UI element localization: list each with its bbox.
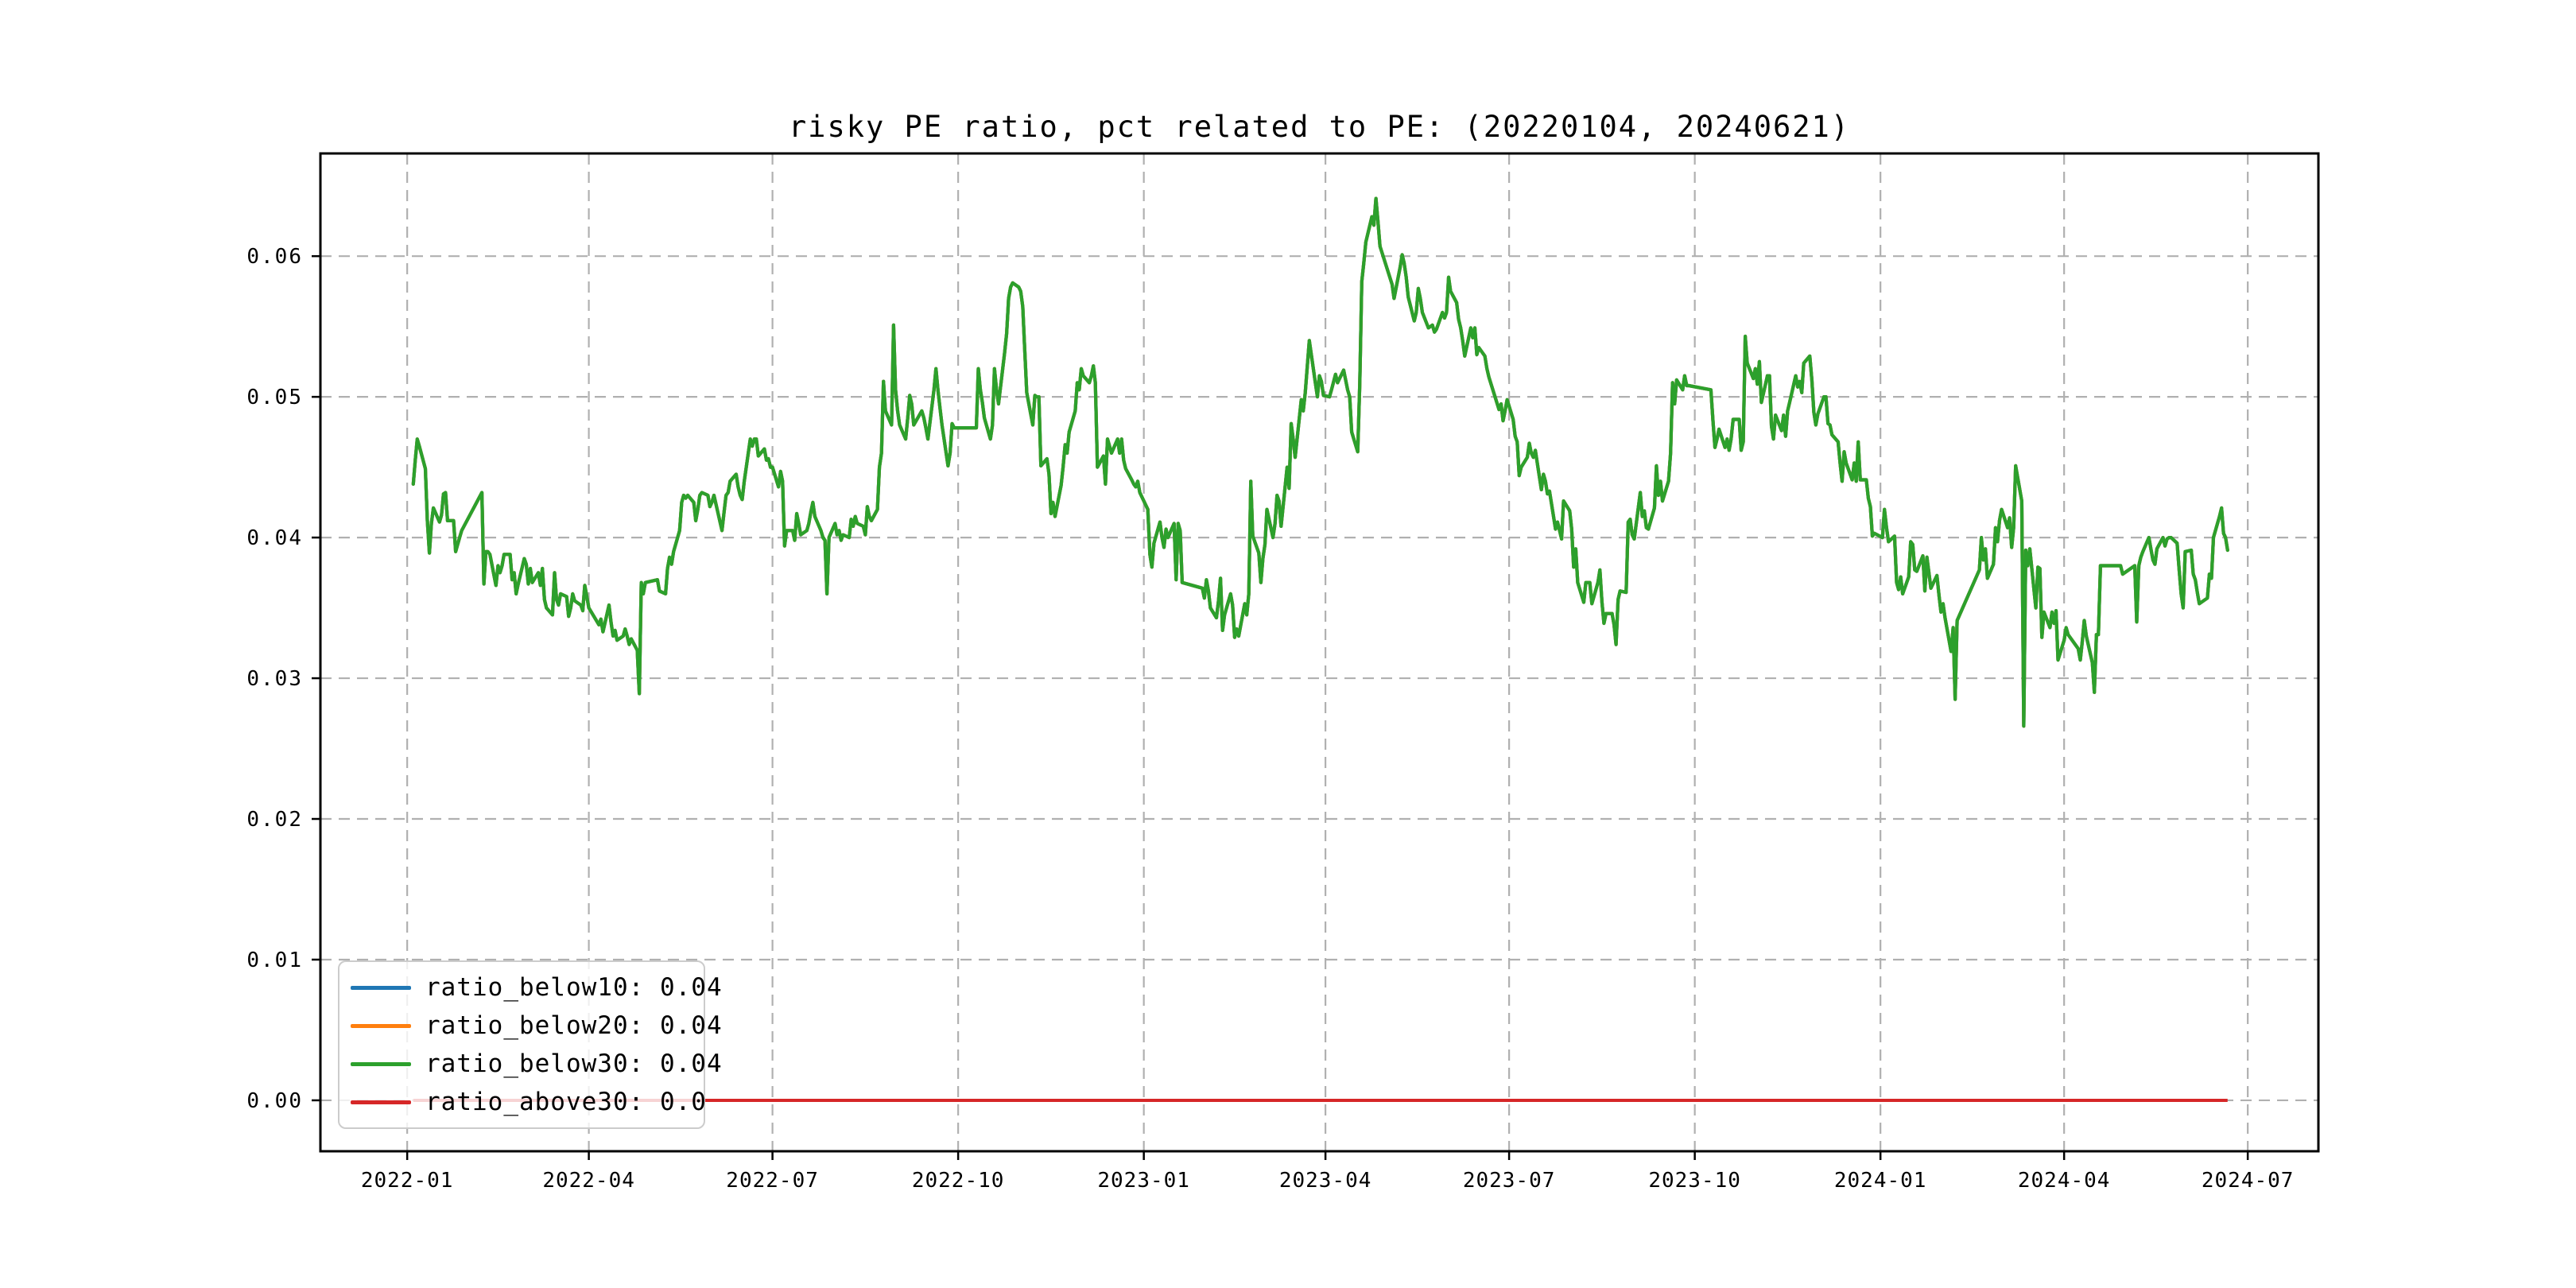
legend-label: ratio_below30: 0.04 (425, 1049, 723, 1078)
legend-label: ratio_below10: 0.04 (425, 973, 723, 1002)
x-tick-label: 2024-04 (2018, 1169, 2111, 1193)
x-tick-label: 2023-01 (1097, 1169, 1190, 1193)
x-tick-label: 2022-04 (542, 1169, 635, 1193)
y-tick-label: 0.06 (246, 245, 303, 269)
x-tick-label: 2024-07 (2202, 1169, 2295, 1193)
plot-border (319, 152, 2320, 1153)
legend-line-sample-ratio_below10 (351, 985, 411, 990)
y-tick-label: 0.01 (246, 949, 303, 972)
legend-item-ratio_above30: ratio_above30: 0.0 (339, 1083, 707, 1121)
x-tick-label: 2022-10 (912, 1169, 1005, 1193)
x-tick-label: 2023-10 (1648, 1169, 1741, 1193)
x-tick-label: 2023-04 (1279, 1169, 1372, 1193)
legend-label: ratio_below20: 0.04 (425, 1011, 723, 1040)
x-tick-label: 2023-07 (1463, 1169, 1556, 1193)
legend-label: ratio_above30: 0.0 (425, 1088, 707, 1116)
legend-item-ratio_below20: ratio_below20: 0.04 (339, 1007, 722, 1045)
legend-item-ratio_below30: ratio_below30: 0.04 (339, 1045, 722, 1083)
legend: ratio_below10: 0.04 ratio_below20: 0.04 ra… (338, 960, 722, 1129)
legend-item-ratio_below10: ratio_below10: 0.04 (339, 968, 722, 1007)
x-tick-label: 2024-01 (1834, 1169, 1927, 1193)
y-tick-label: 0.00 (246, 1089, 303, 1113)
y-tick-label: 0.05 (246, 386, 303, 409)
legend-line-sample-ratio_above30 (351, 1100, 411, 1104)
legend-line-sample-ratio_below30 (351, 1061, 411, 1066)
x-tick-label: 2022-01 (361, 1169, 454, 1193)
y-tick-label: 0.02 (246, 808, 303, 832)
series-line-ratio_below30 (411, 196, 2229, 728)
x-tick-label: 2022-07 (726, 1169, 819, 1193)
chart-title: risky PE ratio, pct related to PE: (2022… (788, 110, 1851, 144)
y-tick-label: 0.04 (246, 526, 303, 550)
legend-line-sample-ratio_below20 (351, 1023, 411, 1028)
y-tick-label: 0.03 (246, 667, 303, 691)
